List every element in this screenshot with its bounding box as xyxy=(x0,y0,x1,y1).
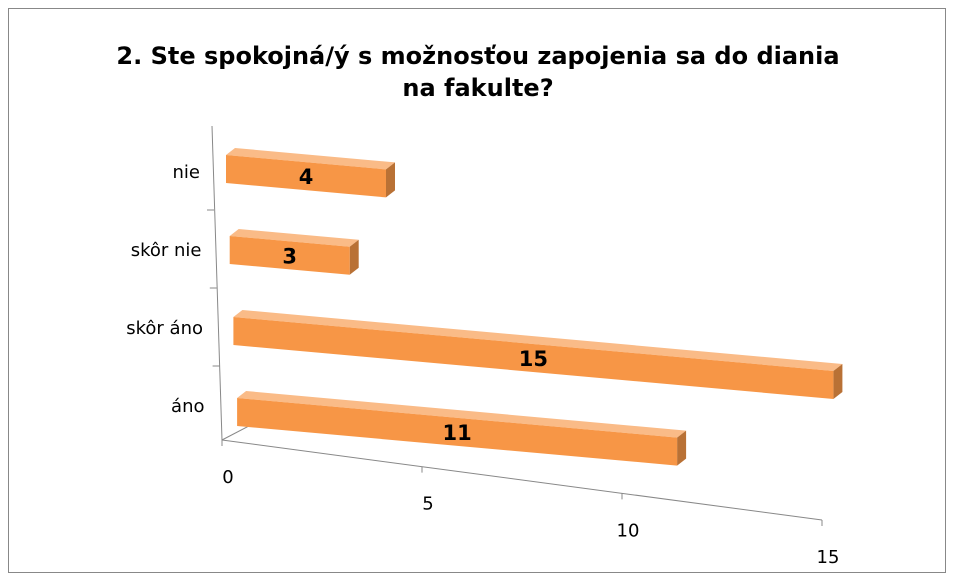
floor-line xyxy=(221,439,823,521)
bar-end xyxy=(833,364,843,399)
bar-top xyxy=(233,310,843,371)
bar xyxy=(229,229,359,275)
bar-top xyxy=(226,148,395,170)
bar xyxy=(237,391,687,466)
bar-front xyxy=(229,236,350,275)
y-tick-label: nie xyxy=(173,162,200,183)
y-tick-label: skôr nie xyxy=(131,240,202,261)
value-label: 4 xyxy=(299,165,314,189)
bar-end xyxy=(386,162,395,198)
x-tick-label: 10 xyxy=(617,520,640,541)
bar-top xyxy=(237,391,687,438)
bar-front xyxy=(233,317,834,399)
chart-title: 2. Ste spokojná/ý s možnosťou zapojenia … xyxy=(116,42,840,102)
bar xyxy=(226,148,395,198)
bar xyxy=(233,310,843,399)
wall-line xyxy=(211,125,223,441)
value-label: 11 xyxy=(442,421,471,445)
chart-frame xyxy=(8,8,946,573)
y-tick-label: skôr áno xyxy=(126,318,203,339)
bar-front xyxy=(226,155,386,198)
x-tick-label: 0 xyxy=(222,467,233,488)
x-tick-label: 15 xyxy=(817,547,840,568)
value-label: 15 xyxy=(519,347,548,371)
value-label: 3 xyxy=(282,244,297,268)
bar-top xyxy=(229,229,359,247)
x-tick-label: 5 xyxy=(422,494,433,515)
y-tick-label: áno xyxy=(171,396,204,417)
bar-front xyxy=(237,398,678,466)
bar-end xyxy=(349,239,359,275)
bar-end xyxy=(677,430,687,466)
